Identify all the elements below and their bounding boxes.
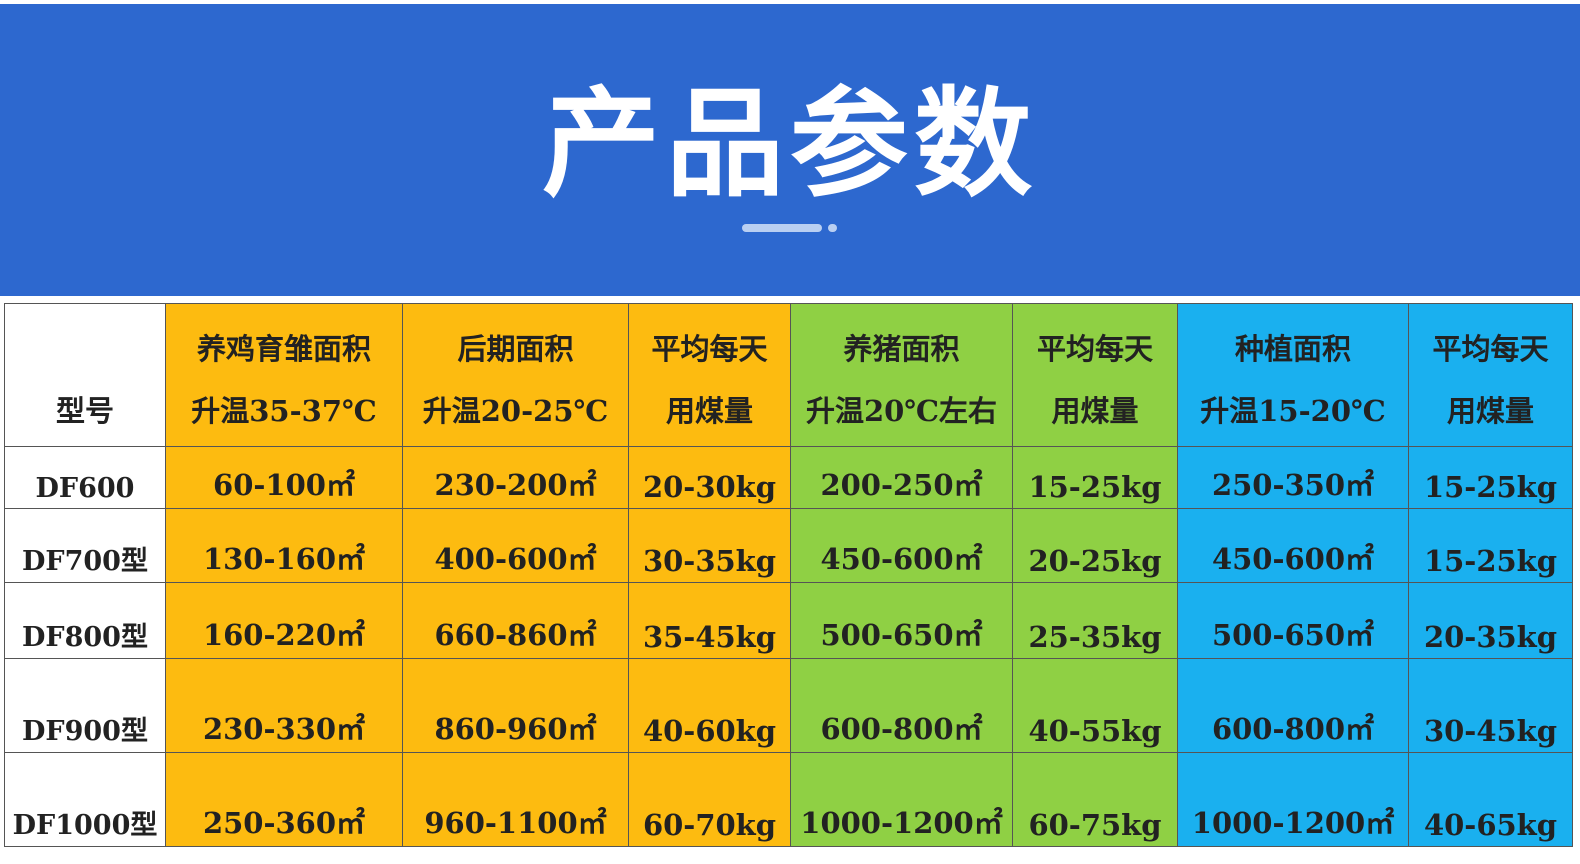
table-cell: 250-360㎡ bbox=[165, 752, 403, 847]
column-header: 养鸡育雏面积 升温35-37℃ bbox=[165, 303, 403, 447]
table-cell: 960-1100㎡ bbox=[402, 752, 629, 847]
model-cell: DF1000型 bbox=[4, 752, 166, 847]
table-cell: 500-650㎡ bbox=[1177, 582, 1409, 659]
column-header: 养猪面积升温20℃左右 bbox=[790, 303, 1013, 447]
table-cell: 450-600㎡ bbox=[790, 508, 1013, 583]
table-cell: 230-200㎡ bbox=[402, 446, 629, 509]
table-row: DF1000型 250-360㎡ 960-1100㎡ 60-70kg 1000-1200… bbox=[4, 752, 1573, 847]
page-title: 产品参数 bbox=[541, 75, 1038, 213]
column-header: 平均每天 用煤量 bbox=[1012, 303, 1178, 447]
table-cell: 20-25kg bbox=[1012, 508, 1178, 583]
header-line: 养猪面积 bbox=[843, 332, 960, 366]
header-line: 用煤量 bbox=[1051, 394, 1139, 428]
table-cell: 40-60kg bbox=[628, 658, 791, 753]
table-cell: 30-35kg bbox=[628, 508, 791, 583]
table-cell: 250-350㎡ bbox=[1177, 446, 1409, 509]
model-cell: DF800型 bbox=[4, 582, 166, 659]
model-cell: DF600 bbox=[4, 446, 166, 509]
table-cell: 1000-1200㎡ bbox=[790, 752, 1013, 847]
table-cell: 860-960㎡ bbox=[402, 658, 629, 753]
header-line: 升温20℃左右 bbox=[805, 394, 998, 428]
table-cell: 40-65kg bbox=[1408, 752, 1573, 847]
header-line: 平均每天 bbox=[651, 332, 768, 366]
header-line: 后期面积 bbox=[457, 332, 574, 366]
column-header: 种植面积升温15-20℃ bbox=[1177, 303, 1409, 447]
header-row: 型号 养鸡育雏面积 升温35-37℃ 后期面积 升温20-25℃ 平均每天 用煤量 养猪面积升… bbox=[4, 303, 1573, 447]
title-underline bbox=[742, 224, 822, 232]
table-cell: 60-100㎡ bbox=[165, 446, 403, 509]
header-line: 养鸡育雏面积 bbox=[196, 332, 371, 366]
table-cell: 230-330㎡ bbox=[165, 658, 403, 753]
parameter-table: 型号 养鸡育雏面积 升温35-37℃ 后期面积 升温20-25℃ 平均每天 用煤量 养猪面积升… bbox=[4, 303, 1573, 847]
column-header: 平均每天 用煤量 bbox=[1408, 303, 1573, 447]
table-cell: 200-250㎡ bbox=[790, 446, 1013, 509]
model-cell: DF900型 bbox=[4, 658, 166, 753]
title-underline-dot bbox=[828, 224, 837, 232]
table-cell: 660-860㎡ bbox=[402, 582, 629, 659]
model-cell: DF700型 bbox=[4, 508, 166, 583]
column-header: 后期面积升温20-25℃ bbox=[402, 303, 629, 447]
header-line: 用煤量 bbox=[1446, 394, 1534, 428]
table-cell: 60-70kg bbox=[628, 752, 791, 847]
table-cell: 40-55kg bbox=[1012, 658, 1178, 753]
table-cell: 15-25kg bbox=[1408, 446, 1573, 509]
table-cell: 20-30kg bbox=[628, 446, 791, 509]
header-line: 型号 bbox=[55, 394, 114, 428]
header-line: 平均每天 bbox=[1432, 332, 1549, 366]
table-cell: 600-800㎡ bbox=[790, 658, 1013, 753]
table-row: DF700型 130-160㎡ 400-600㎡ 30-35kg 450-600㎡ 20-… bbox=[4, 508, 1573, 583]
table-cell: 60-75kg bbox=[1012, 752, 1178, 847]
table-cell: 20-35kg bbox=[1408, 582, 1573, 659]
table-cell: 500-650㎡ bbox=[790, 582, 1013, 659]
title-banner: 产品参数 bbox=[0, 4, 1580, 296]
table-cell: 160-220㎡ bbox=[165, 582, 403, 659]
table-cell: 450-600㎡ bbox=[1177, 508, 1409, 583]
table-cell: 15-25kg bbox=[1408, 508, 1573, 583]
column-header: 平均每天 用煤量 bbox=[628, 303, 791, 447]
header-line: 升温20-25℃ bbox=[422, 394, 609, 428]
column-header: 型号 bbox=[4, 303, 166, 447]
table-row: DF900型 230-330㎡ 860-960㎡ 40-60kg 600-800㎡ 40-… bbox=[4, 658, 1573, 753]
header-line: 平均每天 bbox=[1036, 332, 1153, 366]
table-row: DF800型 160-220㎡ 660-860㎡ 35-45kg 500-650㎡ 25-… bbox=[4, 582, 1573, 659]
table-row: DF600 60-100㎡ 230-200㎡ 20-30kg 200-250㎡ 15-25… bbox=[4, 446, 1573, 509]
table-cell: 600-800㎡ bbox=[1177, 658, 1409, 753]
header-line: 升温35-37℃ bbox=[191, 394, 377, 428]
table-cell: 25-35kg bbox=[1012, 582, 1178, 659]
table-cell: 35-45kg bbox=[628, 582, 791, 659]
table-cell: 130-160㎡ bbox=[165, 508, 403, 583]
header-line: 种植面积 bbox=[1234, 332, 1351, 366]
table-cell: 400-600㎡ bbox=[402, 508, 629, 583]
header-line: 升温15-20℃ bbox=[1200, 394, 1386, 428]
table-cell: 30-45kg bbox=[1408, 658, 1573, 753]
header-line: 用煤量 bbox=[665, 394, 753, 428]
table-cell: 1000-1200㎡ bbox=[1177, 752, 1409, 847]
table-cell: 15-25kg bbox=[1012, 446, 1178, 509]
